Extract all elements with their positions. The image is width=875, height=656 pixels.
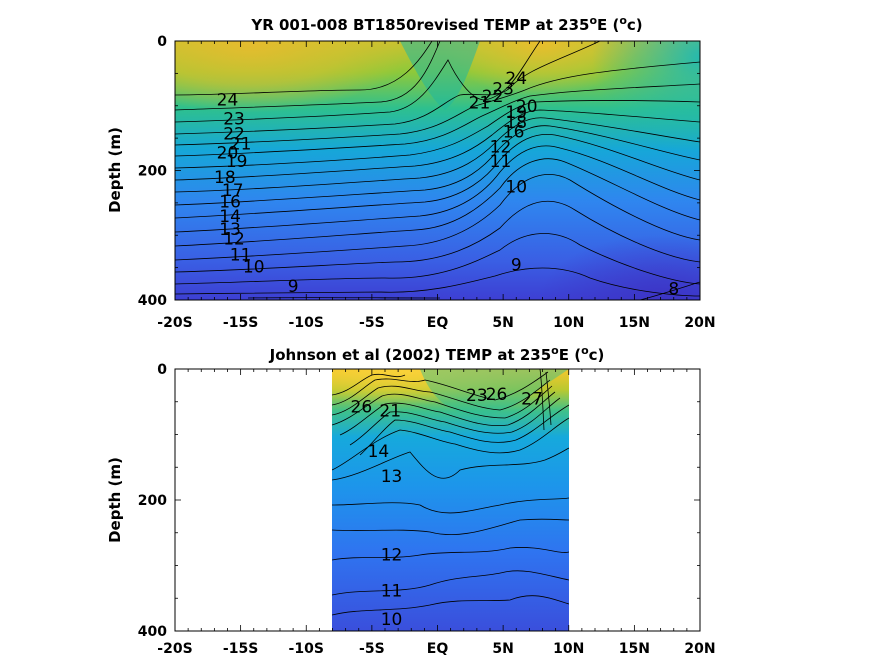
- contour-label: 19: [226, 152, 248, 172]
- top-y-axis-label: Depth (m): [106, 127, 124, 213]
- contour-label: 20: [516, 97, 538, 117]
- contour-label: 24: [217, 90, 239, 110]
- contour-label: 20: [217, 143, 239, 163]
- bottom-panel: Johnson et al (2002) TEMP at 235oE (oc): [106, 344, 716, 656]
- contour-label: 23: [466, 386, 488, 406]
- contour-label: 23: [223, 110, 245, 130]
- contour-label: 26: [486, 385, 508, 405]
- contour-label: 27: [521, 389, 543, 409]
- contour-label: 23: [492, 79, 514, 99]
- x-tick-label: -20S: [157, 315, 192, 331]
- x-tick-label: -15S: [223, 641, 258, 656]
- contour-label: 10: [505, 178, 527, 198]
- contour-label: 11: [381, 581, 403, 601]
- bottom-y-axis-label: Depth (m): [106, 457, 124, 543]
- contour-label: 17: [222, 181, 244, 201]
- contour-label: 22: [482, 87, 504, 107]
- contour-label: 24: [505, 69, 527, 89]
- x-tick-label: 20N: [684, 641, 715, 656]
- x-tick-label: -20S: [157, 641, 192, 656]
- bottom-x-tick-labels: -20S -15S -10S -5S EQ 5N 10N 15N 20N: [157, 641, 715, 656]
- x-tick-label: -5S: [359, 641, 385, 656]
- contour-label: 16: [503, 123, 525, 143]
- top-panel: YR 001-008 BT1850revised TEMP at 235oE (…: [106, 14, 716, 331]
- top-x-tick-labels: -20S -15S -10S -5S EQ 5N 10N 15N 20N: [157, 315, 715, 331]
- y-tick-label: 200: [138, 493, 167, 509]
- contour-label: 18: [505, 113, 527, 133]
- bottom-temperature-field: [332, 369, 569, 631]
- x-tick-label: -5S: [359, 315, 385, 331]
- contour-label: 14: [219, 207, 241, 227]
- x-tick-label: -10S: [289, 315, 324, 331]
- contour-label: 11: [230, 246, 252, 266]
- bottom-x-ticks: [174, 368, 701, 632]
- contour-label: 18: [214, 168, 236, 188]
- x-tick-label: -10S: [289, 641, 324, 656]
- bottom-contour-lines: [332, 369, 569, 616]
- x-tick-label: EQ: [427, 315, 449, 331]
- contour-label: 19: [505, 103, 527, 123]
- top-panel-title: YR 001-008 BT1850revised TEMP at 235oE (…: [250, 14, 642, 34]
- x-tick-label: 15N: [619, 315, 650, 331]
- top-contour-lines: [175, 41, 700, 300]
- x-tick-label: -15S: [223, 315, 258, 331]
- contour-label: 21: [379, 401, 401, 421]
- contour-label: 16: [219, 193, 241, 213]
- contour-label: 21: [230, 134, 252, 154]
- x-tick-label: 15N: [619, 641, 650, 656]
- contour-label: 9: [511, 255, 522, 275]
- bottom-panel-title: Johnson et al (2002) TEMP at 235oE (oc): [269, 344, 605, 364]
- y-tick-label: 200: [138, 164, 167, 180]
- y-tick-label: 0: [157, 34, 167, 50]
- contour-label: 12: [490, 138, 512, 158]
- contour-label: 14: [368, 442, 390, 462]
- contour-label: 12: [381, 545, 403, 565]
- contour-label: 22: [223, 125, 245, 145]
- x-tick-label: 5N: [492, 315, 513, 331]
- x-tick-label: 20N: [684, 315, 715, 331]
- contour-label: 9: [288, 277, 299, 297]
- y-tick-label: 400: [138, 293, 167, 309]
- contour-label: 11: [490, 152, 512, 172]
- x-tick-label: EQ: [427, 641, 449, 656]
- top-x-ticks: [174, 40, 701, 301]
- contour-label: 10: [381, 610, 403, 630]
- contour-label: 12: [223, 229, 245, 249]
- y-tick-label: 400: [138, 624, 167, 640]
- x-tick-label: 10N: [553, 315, 584, 331]
- contour-label: 8: [668, 279, 679, 299]
- contour-label: 10: [243, 257, 265, 277]
- bottom-y-tick-labels: 0 200 400: [138, 362, 167, 640]
- contour-label: 21: [469, 94, 491, 114]
- contour-label: 13: [381, 467, 403, 487]
- top-temperature-field: [175, 41, 700, 300]
- top-y-tick-labels: 0 200 400: [138, 34, 167, 309]
- x-tick-label: 5N: [492, 641, 513, 656]
- contour-label: 13: [219, 220, 241, 240]
- contour-label: 26: [351, 397, 373, 417]
- y-tick-label: 0: [157, 362, 167, 378]
- x-tick-label: 10N: [553, 641, 584, 656]
